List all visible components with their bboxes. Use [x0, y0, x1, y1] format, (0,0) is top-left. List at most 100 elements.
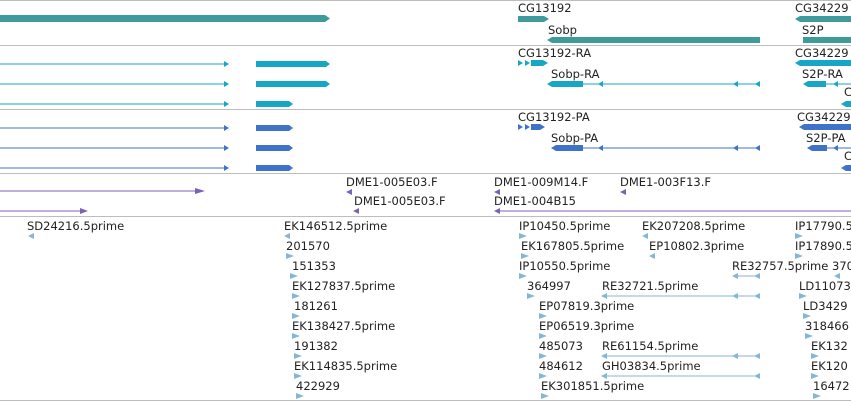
clone-marker-dme1-009m14[interactable] — [494, 189, 500, 195]
protein-cg34229[interactable] — [799, 124, 851, 130]
gene-label-cg34229: CG34229 — [795, 1, 849, 15]
est-marker[interactable] — [811, 353, 819, 359]
est-label: LD3429 — [803, 299, 848, 313]
est-label: EP07819.3prime — [539, 299, 634, 313]
est-label: EK207208.5prime — [642, 219, 745, 233]
est-label: IP10550.5prime — [519, 259, 610, 273]
transcript-left-2[interactable] — [0, 81, 330, 87]
est-label: EK138427.5prime — [292, 319, 395, 333]
transcript-cg34229[interactable] — [795, 60, 851, 66]
est-marker[interactable] — [805, 333, 813, 339]
gene-track: CG13192 Sobp CG34229 S2P — [0, 1, 851, 43]
clone-marker-dme1-005e03-a[interactable] — [346, 189, 352, 195]
gene-feature-sobp[interactable] — [547, 37, 760, 43]
est-gh03834[interactable] — [601, 373, 760, 379]
protein-left-3[interactable] — [0, 165, 293, 171]
transcript-label-cg34229: CG34229 — [795, 46, 849, 60]
clone-marker-dme1-005e03-b[interactable] — [353, 208, 359, 214]
transcript-label-s2p-ra: S2P-RA — [802, 67, 843, 81]
est-marker[interactable] — [649, 253, 655, 259]
est-marker[interactable] — [811, 373, 819, 379]
est-label: 370 — [832, 259, 851, 273]
transcript-left-1[interactable] — [0, 61, 330, 67]
clone-left-1[interactable] — [0, 188, 205, 194]
est-marker[interactable] — [519, 273, 527, 279]
transcript-s2p-ra[interactable] — [803, 81, 851, 87]
est-marker[interactable] — [296, 393, 304, 399]
protein-s2p-pa[interactable] — [807, 145, 851, 151]
est-marker[interactable] — [795, 253, 803, 259]
protein-label-sobp-pa: Sobp-PA — [551, 131, 598, 145]
est-marker[interactable] — [521, 253, 529, 259]
est-marker[interactable] — [284, 233, 290, 239]
est-label: IP17790.5 — [795, 219, 851, 233]
protein-label-s2p-pa: S2P-PA — [806, 131, 846, 145]
transcript-sobp-ra[interactable] — [547, 81, 760, 87]
transcript-left-3[interactable] — [0, 101, 293, 107]
est-marker[interactable] — [290, 273, 298, 279]
est-marker[interactable] — [294, 353, 302, 359]
est-label: 485073 — [539, 339, 583, 353]
protein-cg13192-pa[interactable] — [518, 124, 545, 130]
transcript-label-sobp-ra: Sobp-RA — [551, 67, 600, 81]
gene-feature-s2p[interactable] — [803, 37, 851, 43]
est-label: EK146512.5prime — [284, 219, 387, 233]
est-marker[interactable] — [642, 233, 648, 239]
est-marker[interactable] — [539, 373, 547, 379]
est-marker[interactable] — [519, 233, 527, 239]
est-marker[interactable] — [539, 333, 547, 339]
est-label: EK132 — [811, 339, 848, 353]
est-marker[interactable] — [803, 313, 811, 319]
est-re32757[interactable] — [732, 273, 760, 279]
gene-feature-cg34229[interactable] — [795, 16, 851, 22]
clone-label-dme1-009m14: DME1-009M14.F — [494, 175, 588, 189]
transcript-track: CG13192-RA Sobp-RA CG34229 S2P-R — [0, 46, 851, 107]
protein-sobp-pa[interactable] — [551, 145, 760, 151]
clone-dme1-004b15[interactable] — [494, 208, 851, 214]
protein-label-cg13192-pa: CG13192-PA — [518, 110, 590, 124]
gene-feature-cg13192[interactable] — [518, 16, 549, 22]
est-marker[interactable] — [286, 253, 294, 259]
est-marker[interactable] — [834, 273, 840, 279]
transcript-cg13192-ra[interactable] — [518, 60, 548, 66]
est-marker[interactable] — [795, 233, 803, 239]
est-label: IP17890.5 — [795, 239, 851, 253]
est-label: EK127837.5prime — [292, 279, 395, 293]
cdna-clone-track: DME1-005E03.F DME1-005E03.F DME1-009M14.… — [0, 175, 851, 214]
est-label: EK301851.5prime — [541, 379, 644, 393]
est-marker[interactable] — [527, 293, 535, 299]
est-label: EP06519.3prime — [539, 319, 634, 333]
gene-feature-left[interactable] — [0, 15, 330, 22]
protein-label-cg34229: CG34229 — [797, 110, 851, 124]
est-marker[interactable] — [799, 293, 807, 299]
est-re61154[interactable] — [601, 353, 760, 359]
est-label: 191382 — [294, 339, 338, 353]
est-marker[interactable] — [813, 393, 821, 399]
est-label: 151353 — [292, 259, 336, 273]
protein-clipped-right[interactable] — [841, 165, 851, 171]
est-marker[interactable] — [28, 233, 34, 239]
est-marker[interactable] — [292, 313, 300, 319]
clone-left-2[interactable] — [0, 208, 88, 214]
est-label: 318466 — [805, 319, 849, 333]
est-label: EP10802.3prime — [649, 239, 744, 253]
est-marker[interactable] — [294, 373, 302, 379]
est-label: 201570 — [286, 239, 330, 253]
protein-left-2[interactable] — [0, 145, 293, 151]
clone-label-dme1-005e03-a: DME1-005E03.F — [346, 175, 438, 189]
transcript-clipped-right[interactable] — [841, 101, 851, 107]
est-marker[interactable] — [539, 313, 547, 319]
est-marker[interactable] — [292, 333, 300, 339]
gene-label-s2p: S2P — [802, 23, 824, 37]
est-label: EK167805.5prime — [521, 239, 624, 253]
est-marker[interactable] — [541, 393, 549, 399]
protein-left-1[interactable] — [0, 125, 293, 131]
clone-marker-dme1-003f13[interactable] — [620, 189, 626, 195]
est-marker[interactable] — [539, 353, 547, 359]
est-re32721[interactable] — [601, 293, 760, 299]
est-label: 364997 — [527, 279, 571, 293]
est-marker[interactable] — [292, 293, 300, 299]
est-label: 16472 — [813, 379, 850, 393]
est-label: RE61154.5prime — [602, 339, 698, 353]
